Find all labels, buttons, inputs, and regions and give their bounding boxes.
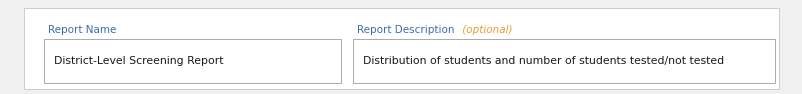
FancyBboxPatch shape xyxy=(353,39,774,83)
Text: Report Description: Report Description xyxy=(357,25,454,35)
FancyBboxPatch shape xyxy=(44,39,341,83)
Text: (optional): (optional) xyxy=(458,25,512,35)
Text: Distribution of students and number of students tested/not tested: Distribution of students and number of s… xyxy=(363,56,723,66)
Text: Report Name: Report Name xyxy=(48,25,116,35)
FancyBboxPatch shape xyxy=(24,8,778,89)
Text: District-Level Screening Report: District-Level Screening Report xyxy=(54,56,223,66)
